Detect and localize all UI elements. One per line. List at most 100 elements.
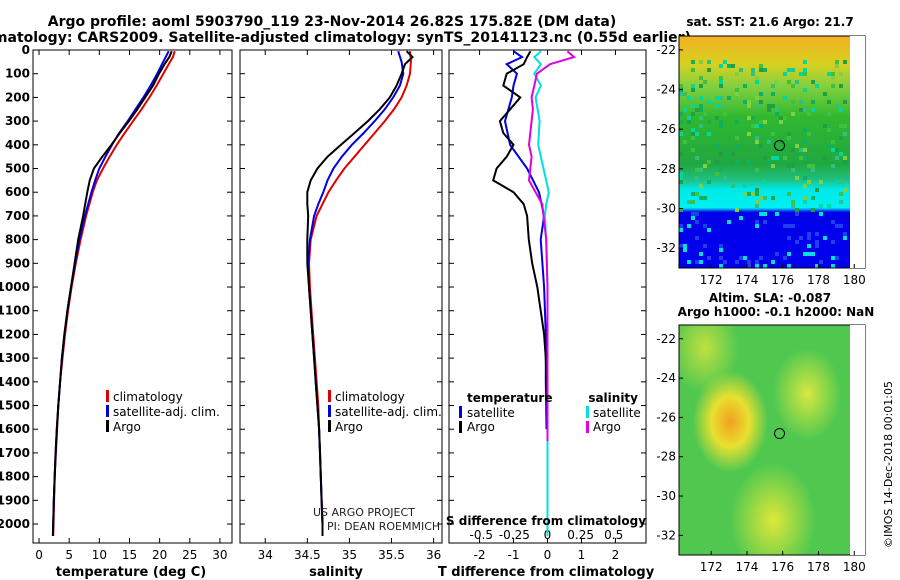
sst-pixel — [827, 128, 831, 132]
y-tick-label: 500 — [5, 162, 30, 176]
sst-pixel — [819, 180, 823, 184]
sst-pixel — [719, 264, 723, 268]
sst-pixel — [687, 260, 691, 264]
sst-pixel — [819, 260, 823, 264]
sst-pixel — [787, 132, 791, 136]
sst-pixel — [719, 248, 723, 252]
x-tick-label: 176 — [771, 273, 794, 287]
sst-pixel — [727, 220, 731, 224]
series-line-temperature-satellite — [503, 50, 548, 430]
sst-pixel — [787, 236, 791, 240]
sst-pixel — [747, 132, 751, 136]
sst-pixel — [679, 152, 683, 156]
sst-pixel — [787, 80, 791, 84]
pi-credit: PI: DEAN ROEMMICH — [327, 520, 440, 533]
x-tick-label: 1 — [578, 548, 586, 562]
sst-pixel — [839, 152, 843, 156]
sst-pixel — [843, 236, 847, 240]
sst-pixel — [775, 252, 779, 256]
sst-pixel — [803, 88, 807, 92]
sst-pixel — [763, 196, 767, 200]
salinity-legend: climatology satellite-adj. clim. Argo — [328, 390, 442, 434]
sst-pixel — [691, 136, 695, 140]
sst-pixel — [763, 68, 767, 72]
legend-label-satellite: satellite-adj. clim. — [113, 405, 220, 419]
x-tick-label: 172 — [700, 560, 723, 574]
sst-pixel — [799, 236, 803, 240]
x-tick-label: 176 — [771, 560, 794, 574]
sst-pixel — [775, 80, 779, 84]
sst-pixel — [695, 156, 699, 160]
sst-pixel — [831, 140, 835, 144]
sst-pixel — [755, 224, 759, 228]
sst-pixel — [811, 100, 815, 104]
sst-pixel — [791, 164, 795, 168]
sst-pixel — [691, 128, 695, 132]
sst-pixel — [787, 68, 791, 72]
sst-pixel — [679, 208, 683, 212]
x-tick-label: 30 — [212, 548, 227, 562]
sst-pixel — [839, 180, 843, 184]
sst-pixel — [791, 100, 795, 104]
sst-pixel — [827, 72, 831, 76]
sst-pixel — [755, 260, 759, 264]
sst-pixel — [751, 68, 755, 72]
y-tick-label: 400 — [5, 138, 30, 152]
sst-pixel — [755, 96, 759, 100]
sst-pixel — [803, 68, 807, 72]
sst-pixel — [683, 108, 687, 112]
y-tick-label: 200 — [5, 90, 30, 104]
y-tick-label: -32 — [656, 241, 676, 255]
sst-pixel — [803, 196, 807, 200]
legend-label-t-satellite: satellite — [467, 406, 515, 420]
sst-pixel — [831, 164, 835, 168]
y-tick-label: 100 — [5, 67, 30, 81]
legend-swatch-argo — [328, 420, 331, 432]
sst-pixel — [767, 108, 771, 112]
sst-pixel — [759, 124, 763, 128]
sst-pixel — [775, 108, 779, 112]
x-tick-label: 0 — [544, 548, 552, 562]
sst-pixel — [735, 144, 739, 148]
sst-pixel — [755, 140, 759, 144]
sst-pixel — [799, 100, 803, 104]
sst-pixel — [719, 256, 723, 260]
x-tick-label: 20 — [152, 548, 167, 562]
legend-label-s-satellite: satellite — [593, 406, 641, 420]
sst-pixel — [751, 192, 755, 196]
sst-pixel — [771, 92, 775, 96]
sst-pixel — [731, 64, 735, 68]
sst-pixel — [819, 212, 823, 216]
sst-pixel — [719, 244, 723, 248]
sst-pixel — [747, 160, 751, 164]
sst-pixel — [759, 100, 763, 104]
sla-map-subtitle: Argo h1000: -0.1 h2000: NaN — [678, 305, 875, 319]
sst-pixel — [823, 124, 827, 128]
y-tick-label: 0 — [22, 43, 30, 57]
series-line-climatology — [307, 51, 412, 536]
sst-pixel — [807, 232, 811, 236]
sst-pixel — [803, 148, 807, 152]
x-tick-label: 35.5 — [378, 548, 405, 562]
sst-pixel — [679, 244, 683, 248]
x-tick-label: 174 — [736, 273, 759, 287]
temperature-xlabel: temperature (deg C) — [56, 565, 206, 580]
sla-land-strip — [850, 325, 865, 555]
x-tick-label: 36 — [426, 548, 441, 562]
difference-xlabel: T difference from climatology — [438, 565, 655, 580]
sst-pixel — [759, 64, 763, 68]
sst-pixel — [755, 104, 759, 108]
sst-pixel — [747, 260, 751, 264]
sst-pixel — [759, 92, 763, 96]
series-line-argo — [51, 50, 173, 536]
sst-pixel — [763, 156, 767, 160]
sst-pixel — [699, 84, 703, 88]
sst-pixel — [683, 140, 687, 144]
sst-pixel — [679, 172, 683, 176]
sst-pixel — [699, 124, 703, 128]
y-tick-label: -32 — [656, 528, 676, 542]
sst-pixel — [735, 72, 739, 76]
salinity-diff-label: S difference from climatology — [446, 514, 646, 528]
sst-pixel — [803, 200, 807, 204]
